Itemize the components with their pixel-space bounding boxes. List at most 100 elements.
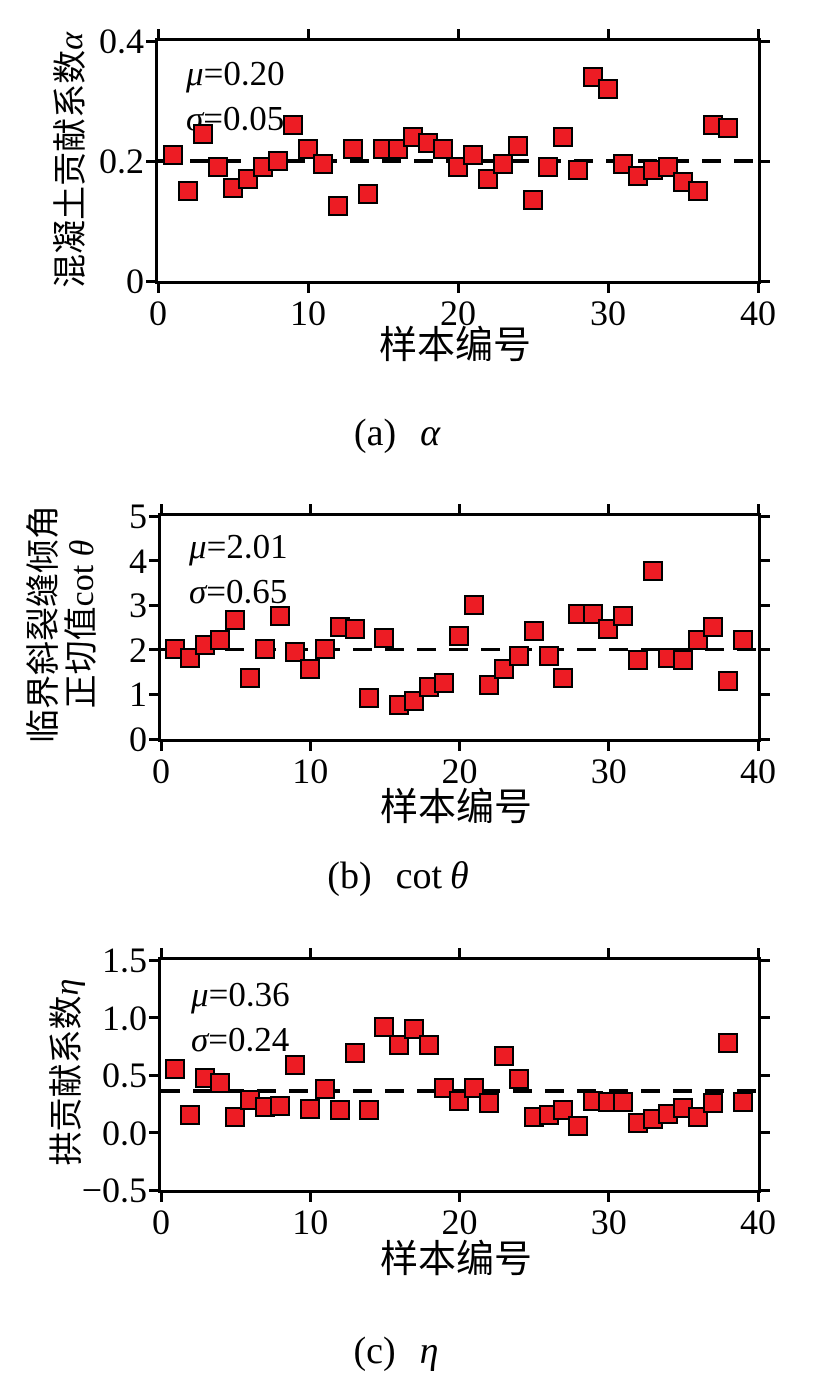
- panel-c-sigma-line: σ=0.24: [191, 1017, 290, 1062]
- x-axis-tick: [159, 504, 163, 513]
- panel-c-caption-index: (c): [353, 1330, 396, 1372]
- x-axis-tick: [756, 742, 760, 751]
- data-point-marker: [508, 1069, 529, 1090]
- x-axis-tick-label: 10: [292, 1202, 329, 1242]
- x-axis-tick-label: 0: [149, 293, 167, 333]
- data-point-marker: [553, 1100, 574, 1121]
- data-point-marker: [210, 630, 231, 651]
- mu-value: =0.20: [203, 54, 285, 93]
- x-axis-tick-label: 20: [441, 751, 478, 791]
- y-axis-tick-label: 4: [129, 540, 147, 581]
- x-axis-tick: [458, 1193, 461, 1202]
- y-axis-tick: [761, 559, 770, 563]
- data-point-marker: [329, 1100, 350, 1121]
- panel-a-caption-index: (a): [353, 412, 397, 454]
- sigma-value: =0.24: [208, 1020, 290, 1059]
- x-axis-tick: [607, 504, 611, 513]
- panel-a-caption-greek: α: [420, 412, 441, 454]
- x-axis-tick: [607, 948, 611, 957]
- panel-c-stats-annotation: μ=0.36 σ=0.24: [191, 972, 290, 1062]
- data-point-marker: [478, 1093, 499, 1114]
- data-point-marker: [210, 1072, 231, 1093]
- panel-b-caption: (b) cot θ: [327, 855, 468, 897]
- y-axis-tick-label: 0: [129, 719, 147, 759]
- data-point-marker: [463, 594, 484, 615]
- data-point-marker: [717, 117, 738, 138]
- mu-symbol: μ: [186, 54, 204, 93]
- data-point-marker: [225, 1107, 246, 1128]
- x-axis-tick: [156, 284, 160, 293]
- data-point-marker: [553, 668, 574, 689]
- data-point-marker: [434, 672, 455, 693]
- data-point-marker: [344, 1042, 365, 1063]
- x-axis-tick-label: 20: [440, 293, 476, 333]
- data-point-marker: [284, 641, 305, 662]
- x-axis-tick: [756, 504, 760, 513]
- data-point-marker: [477, 168, 498, 189]
- x-axis-tick-label: 30: [590, 293, 626, 333]
- panel-b-caption-greek: θ: [450, 855, 469, 897]
- data-point-marker: [327, 195, 348, 216]
- data-point-marker: [314, 1079, 335, 1100]
- panel-b-y-axis-label-line2-text: 正切值cot: [64, 556, 101, 709]
- data-point-marker: [374, 1017, 395, 1038]
- y-axis-tick-label: 5: [129, 496, 147, 536]
- x-axis-tick-label: 10: [292, 751, 329, 791]
- panel-b-y-axis-label-line2: 正切值cot θ: [64, 539, 101, 709]
- y-axis-tick-label: 0.5: [102, 1055, 147, 1095]
- y-axis-tick: [761, 514, 770, 518]
- data-point-marker: [507, 135, 528, 156]
- panel-a-caption: (a) α: [354, 412, 440, 454]
- panel-b-y-axis-label-line2-greek: θ: [64, 539, 101, 557]
- data-point-marker: [538, 645, 559, 666]
- y-axis-tick: [761, 279, 770, 283]
- data-point-marker: [613, 1092, 634, 1113]
- panel-c-mu-line: μ=0.36: [191, 972, 290, 1017]
- sigma-symbol: σ: [189, 572, 207, 611]
- x-axis-tick: [458, 742, 461, 751]
- y-axis-tick: [761, 1131, 770, 1134]
- data-point-marker: [312, 153, 333, 174]
- y-axis-tick: [761, 603, 770, 607]
- x-axis-tick-label: 40: [740, 751, 776, 791]
- panel-a-y-axis-label-text: 混凝土贡献系数: [53, 49, 90, 288]
- x-axis-tick: [456, 284, 460, 293]
- data-point-marker: [523, 621, 544, 642]
- data-point-marker: [522, 189, 543, 210]
- y-axis-tick: [149, 603, 158, 607]
- y-axis-tick: [149, 692, 158, 696]
- x-axis-tick-label: 40: [740, 293, 776, 333]
- panel-b-stats-annotation: μ=2.01 σ=0.65: [189, 524, 288, 614]
- data-point-marker: [597, 78, 618, 99]
- data-point-marker: [299, 1099, 320, 1119]
- mu-symbol: μ: [191, 975, 209, 1014]
- y-axis-tick: [146, 39, 155, 43]
- data-point-marker: [552, 126, 573, 147]
- x-axis-tick: [306, 284, 310, 293]
- panel-a-y-axis-label: 混凝土贡献系数α: [53, 32, 90, 288]
- data-point-marker: [583, 603, 604, 624]
- y-axis-tick: [149, 958, 158, 962]
- y-axis-tick-label: −0.5: [81, 1170, 147, 1210]
- panel-c-y-axis-label: 拱贡献系数η: [49, 979, 86, 1166]
- data-point-marker: [374, 628, 395, 649]
- x-axis-tick: [607, 1193, 611, 1202]
- x-axis-tick: [156, 29, 160, 38]
- y-axis-tick-label: 3: [129, 585, 147, 626]
- data-point-marker: [192, 123, 213, 144]
- x-axis-tick: [756, 284, 760, 293]
- y-axis-tick: [761, 1188, 770, 1192]
- x-axis-tick: [606, 29, 610, 38]
- y-axis-tick: [761, 39, 770, 43]
- data-point-marker: [702, 1093, 723, 1114]
- data-point-marker: [359, 1100, 380, 1121]
- panel-a-plot-area: μ=0.20 σ=0.05 0 10 20 30 40 0 0.2 0.4: [99, 23, 776, 331]
- sigma-value: =0.05: [203, 99, 285, 138]
- panel-a-mu-line: μ=0.20: [186, 51, 285, 96]
- panel-c-y-axis-label-text: 拱贡献系数: [49, 995, 86, 1166]
- data-point-marker: [267, 150, 288, 171]
- data-point-marker: [419, 1034, 440, 1055]
- data-point-marker: [432, 138, 453, 159]
- y-axis-tick: [149, 1131, 158, 1134]
- y-axis-tick: [761, 648, 770, 652]
